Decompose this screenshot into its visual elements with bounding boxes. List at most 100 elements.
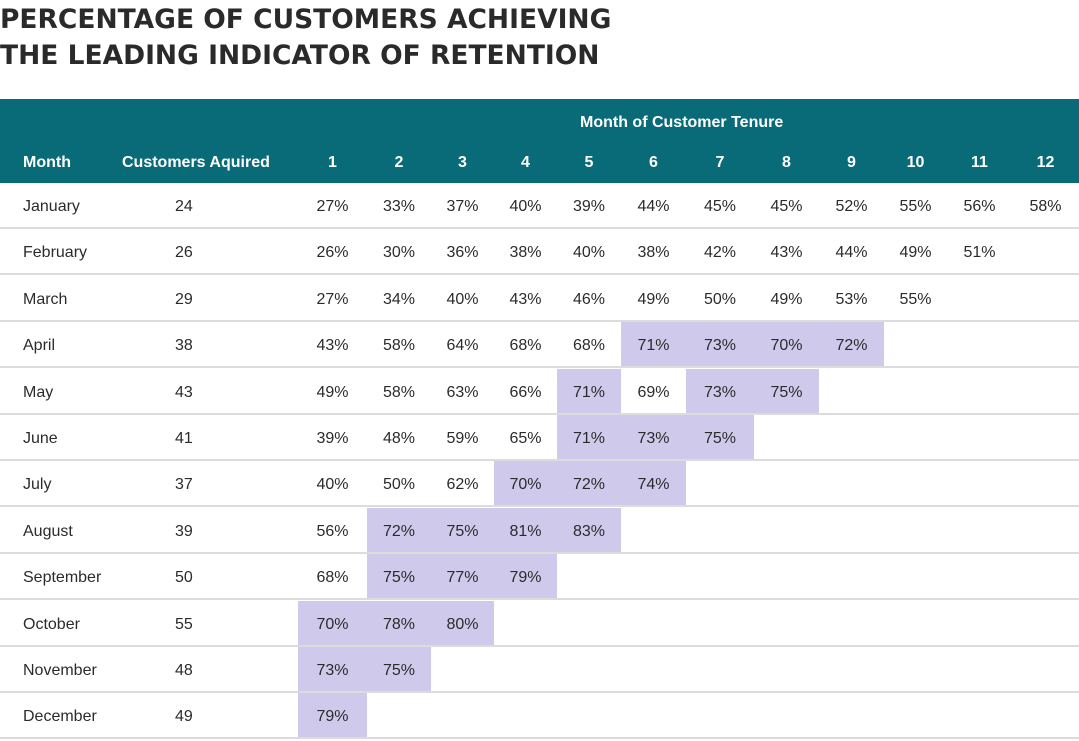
retention-percent-cell: 49%: [637, 290, 670, 308]
table-row: January 24 27% 33% 37% 40% 39% 44% 45% 45% 52% 55% 5…: [0, 183, 1079, 229]
retention-percent-cell: 70%: [754, 322, 819, 367]
retention-percent-cell: 73%: [686, 322, 754, 367]
retention-percent-cell: 42%: [703, 244, 737, 262]
retention-percent-cell: 46%: [572, 290, 606, 308]
tenure-month-header: 9: [847, 154, 856, 171]
table-row: October 55 70% 78% 80%: [0, 600, 1079, 647]
retention-percent-cell: 39%: [316, 430, 349, 447]
retention-percent-cell: 40%: [446, 290, 479, 308]
month-cell: June: [23, 430, 58, 447]
tenure-month-header: 10: [906, 154, 925, 171]
month-cell: November: [23, 662, 97, 679]
customers-acquired-cell: 38: [175, 337, 193, 355]
retention-percent-cell: 62%: [446, 476, 479, 494]
retention-percent-cell: 72%: [819, 322, 884, 367]
month-cell: February: [23, 244, 88, 262]
retention-percent-cell: 38%: [637, 244, 670, 262]
retention-percent-cell: 72%: [367, 507, 431, 552]
retention-percent-cell: 45%: [703, 198, 737, 215]
month-cell: January: [23, 198, 80, 215]
retention-percent-cell: 68%: [572, 337, 606, 355]
tenure-month-header: 12: [1036, 154, 1055, 171]
retention-percent-cell: 58%: [382, 383, 416, 401]
retention-percent-cell: 40%: [316, 476, 349, 494]
customers-acquired-cell: 49: [175, 708, 193, 726]
month-cell: July: [23, 476, 52, 494]
retention-percent-cell: 48%: [382, 430, 416, 447]
retention-percent-cell: 75%: [754, 368, 819, 413]
retention-percent-cell: 55%: [899, 290, 932, 308]
tenure-month-header: 2: [394, 154, 404, 171]
retention-percent-cell: 56%: [963, 198, 996, 215]
tenure-month-header: 3: [458, 154, 467, 171]
retention-percent-cell: 69%: [637, 383, 670, 401]
retention-percent-cell: 81%: [494, 507, 557, 552]
tenure-month-header: 5: [584, 154, 594, 171]
retention-percent-cell: 73%: [298, 647, 367, 691]
retention-percent-cell: 27%: [316, 198, 349, 215]
table-row: March 29 27% 34% 40% 43% 46% 49% 50% 49% 53% 55%: [0, 276, 1079, 322]
table-row: July 37 40% 50% 62% 70% 72% 74%: [0, 461, 1079, 508]
table-row: April 38 43% 58% 64% 68% 68% 71% 73% 70% 72%: [0, 322, 1079, 369]
retention-percent-cell: 74%: [621, 461, 686, 506]
tenure-month-header: 6: [649, 154, 658, 171]
customers-column-header: Customers Aquired: [122, 154, 270, 171]
chart-title-line-1: PERCENTAGE OF CUSTOMERS ACHIEVING: [0, 4, 612, 35]
retention-percent-cell: 43%: [316, 337, 349, 355]
table-row: May 43 49% 58% 63% 66% 71% 69% 73% 75%: [0, 368, 1079, 415]
retention-percent-cell: 53%: [835, 290, 868, 308]
table-row: June 41 39% 48% 59% 65% 71% 73% 75%: [0, 415, 1079, 461]
customers-acquired-cell: 43: [175, 383, 193, 401]
month-column-header: Month: [23, 154, 71, 171]
table-row: September 50 68% 75% 77% 79%: [0, 554, 1079, 601]
retention-percent-cell: 27%: [316, 290, 349, 308]
table-row: February 26 26% 30% 36% 38% 40% 38% 42% 43% 44% 49%…: [0, 229, 1079, 276]
retention-percent-cell: 49%: [770, 290, 803, 308]
retention-percent-cell: 71%: [557, 368, 621, 413]
month-cell: September: [23, 569, 102, 587]
retention-percent-cell: 33%: [382, 198, 416, 215]
retention-percent-cell: 40%: [509, 198, 542, 215]
customers-acquired-cell: 41: [175, 430, 193, 447]
retention-percent-cell: 66%: [509, 383, 542, 401]
retention-percent-cell: 75%: [686, 415, 754, 459]
customers-acquired-cell: 39: [175, 522, 193, 540]
tenure-month-header: 8: [782, 154, 791, 171]
retention-percent-cell: 26%: [316, 244, 349, 262]
month-cell: October: [23, 615, 80, 633]
table-row: August 39 56% 72% 75% 81% 83%: [0, 507, 1079, 554]
retention-percent-cell: 36%: [446, 244, 479, 262]
chart-title-line-2: THE LEADING INDICATOR OF RETENTION: [0, 40, 600, 71]
retention-percent-cell: 38%: [509, 244, 542, 262]
customers-acquired-cell: 37: [175, 476, 193, 494]
retention-percent-cell: 73%: [621, 415, 686, 459]
retention-percent-cell: 72%: [557, 461, 621, 506]
retention-percent-cell: 65%: [509, 430, 542, 447]
retention-percent-cell: 44%: [835, 244, 868, 262]
table-row: November 48 73% 75%: [0, 647, 1079, 693]
retention-percent-cell: 70%: [298, 600, 367, 645]
retention-percent-cell: 45%: [770, 198, 803, 215]
retention-percent-cell: 77%: [431, 554, 494, 599]
retention-percent-cell: 37%: [446, 198, 479, 215]
retention-percent-cell: 78%: [367, 600, 431, 645]
retention-percent-cell: 44%: [637, 198, 670, 215]
retention-percent-cell: 70%: [494, 461, 557, 506]
retention-percent-cell: 34%: [382, 290, 416, 308]
retention-percent-cell: 80%: [431, 600, 494, 645]
retention-percent-cell: 68%: [509, 337, 542, 355]
customers-acquired-cell: 50: [175, 569, 193, 587]
retention-percent-cell: 52%: [835, 198, 868, 215]
retention-percent-cell: 75%: [431, 507, 494, 552]
retention-percent-cell: 58%: [382, 337, 416, 355]
tenure-month-header: 11: [971, 154, 988, 171]
customers-acquired-cell: 26: [175, 244, 193, 262]
retention-percent-cell: 79%: [494, 554, 557, 599]
tenure-month-header: 7: [715, 154, 725, 171]
retention-percent-cell: 75%: [367, 647, 431, 691]
tenure-month-header: 4: [521, 154, 530, 171]
retention-percent-cell: 68%: [316, 569, 349, 587]
chart-title: PERCENTAGE OF CUSTOMERS ACHIEVING THE LE…: [0, 2, 611, 74]
retention-percent-cell: 59%: [446, 430, 479, 447]
table-header: [0, 99, 1079, 183]
